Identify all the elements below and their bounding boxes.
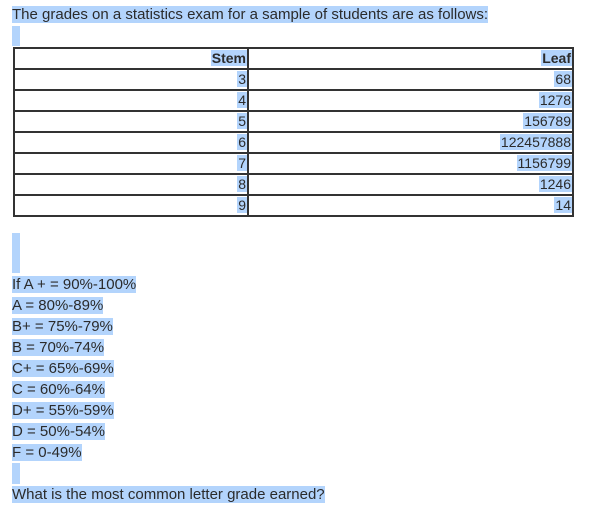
stem-cell: 9 [13,194,249,217]
grade-line: D = 50%-54% [12,423,105,440]
grade-line: D+ = 55%-59% [12,402,114,419]
grade-line: B+ = 75%-79% [12,318,113,335]
grade-line: B = 70%-74% [12,339,105,356]
table-header-row: Stem Leaf [13,47,574,70]
stem-leaf-table: Stem Leaf 3 68 4 1278 5 156789 6 1224578… [13,47,574,217]
leaf-cell: 14 [247,194,574,217]
stem-cell: 7 [13,152,249,175]
table-row: 9 14 [13,194,574,217]
leaf-cell: 68 [247,68,574,91]
stem-cell: 3 [13,68,249,91]
stem-header: Stem [13,47,249,70]
leaf-cell: 1278 [247,89,574,112]
leaf-cell: 1246 [247,173,574,196]
stem-cell: 8 [13,173,249,196]
leaf-header: Leaf [247,47,574,70]
selection-spacer [12,463,20,484]
selection-spacer [12,26,20,46]
intro-text-content: The grades on a statistics exam for a sa… [12,6,489,23]
leaf-cell: 156789 [247,110,574,133]
stem-cell: 4 [13,89,249,112]
table-row: 7 1156799 [13,152,574,175]
grade-line: A = 80%-89% [12,297,104,314]
table-row: 6 122457888 [13,131,574,154]
intro-text: The grades on a statistics exam for a sa… [12,4,489,25]
grade-line: C+ = 65%-69% [12,360,114,377]
table-row: 8 1246 [13,173,574,196]
question-text: What is the most common letter grade ear… [12,484,325,505]
question-text-content: What is the most common letter grade ear… [12,486,325,503]
selection-spacer [12,233,20,273]
leaf-cell: 122457888 [247,131,574,154]
table-row: 3 68 [13,68,574,91]
grade-line: If A + = 90%-100% [12,276,137,293]
grade-line: F = 0-49% [12,444,82,461]
stem-cell: 6 [13,131,249,154]
table-row: 4 1278 [13,89,574,112]
table-row: 5 156789 [13,110,574,133]
leaf-cell: 1156799 [247,152,574,175]
stem-cell: 5 [13,110,249,133]
grade-line: C = 60%-64% [12,381,105,398]
